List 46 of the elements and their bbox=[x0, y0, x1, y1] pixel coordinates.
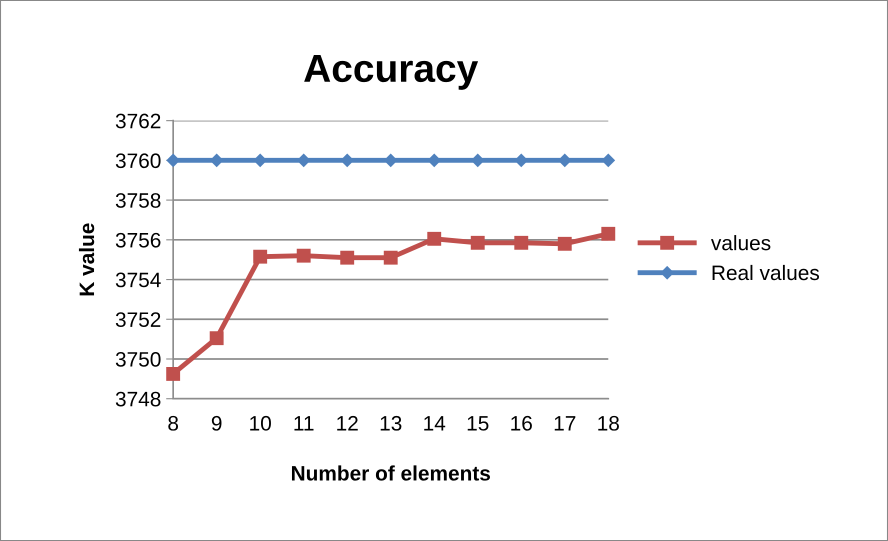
point bbox=[384, 154, 398, 167]
point bbox=[253, 250, 268, 264]
y-tick-label: 3760 bbox=[116, 153, 161, 168]
point bbox=[601, 226, 616, 241]
point bbox=[340, 250, 354, 265]
legend-label: values bbox=[710, 235, 770, 250]
x-tick-label: 12 bbox=[337, 416, 358, 430]
point bbox=[428, 154, 441, 167]
x-tick-label: 16 bbox=[511, 416, 532, 431]
y-tick-label: 3758 bbox=[116, 193, 160, 208]
chart-title: Accuracy bbox=[304, 55, 478, 90]
point bbox=[470, 236, 485, 250]
y-tick-label: 3750 bbox=[116, 352, 161, 367]
point bbox=[427, 232, 442, 246]
point bbox=[514, 236, 528, 250]
point bbox=[254, 154, 267, 167]
point bbox=[514, 154, 528, 167]
y-tick-label: 3754 bbox=[116, 272, 161, 288]
x-tick-label: 17 bbox=[554, 416, 576, 430]
y-tick-label: 3752 bbox=[116, 312, 160, 328]
point bbox=[558, 154, 572, 167]
x-tick-label: 13 bbox=[380, 416, 402, 431]
x-tick-label: 14 bbox=[424, 416, 446, 430]
x-tick-label: 15 bbox=[468, 416, 488, 431]
x-tick-label: 11 bbox=[294, 416, 314, 430]
point bbox=[340, 154, 354, 167]
point bbox=[297, 154, 310, 167]
y-tick-label: 3748 bbox=[116, 392, 160, 406]
x-axis-title: Number of elements bbox=[292, 465, 490, 481]
point bbox=[210, 331, 224, 346]
y-tick-label: 3762 bbox=[116, 114, 160, 128]
point bbox=[296, 248, 311, 263]
x-tick-label: 10 bbox=[250, 416, 271, 431]
legend-label: Real values bbox=[712, 264, 820, 280]
y-tick-label: 3756 bbox=[116, 232, 160, 248]
x-tick-label: 8 bbox=[168, 416, 178, 431]
point bbox=[558, 236, 572, 251]
point bbox=[471, 154, 484, 167]
point bbox=[602, 154, 615, 167]
x-tick-label: 9 bbox=[212, 416, 222, 431]
point bbox=[166, 154, 180, 167]
point bbox=[166, 366, 180, 381]
x-tick-label: 18 bbox=[598, 416, 619, 431]
point bbox=[384, 250, 398, 265]
point bbox=[210, 154, 224, 167]
y-axis-title: K value bbox=[78, 223, 94, 296]
